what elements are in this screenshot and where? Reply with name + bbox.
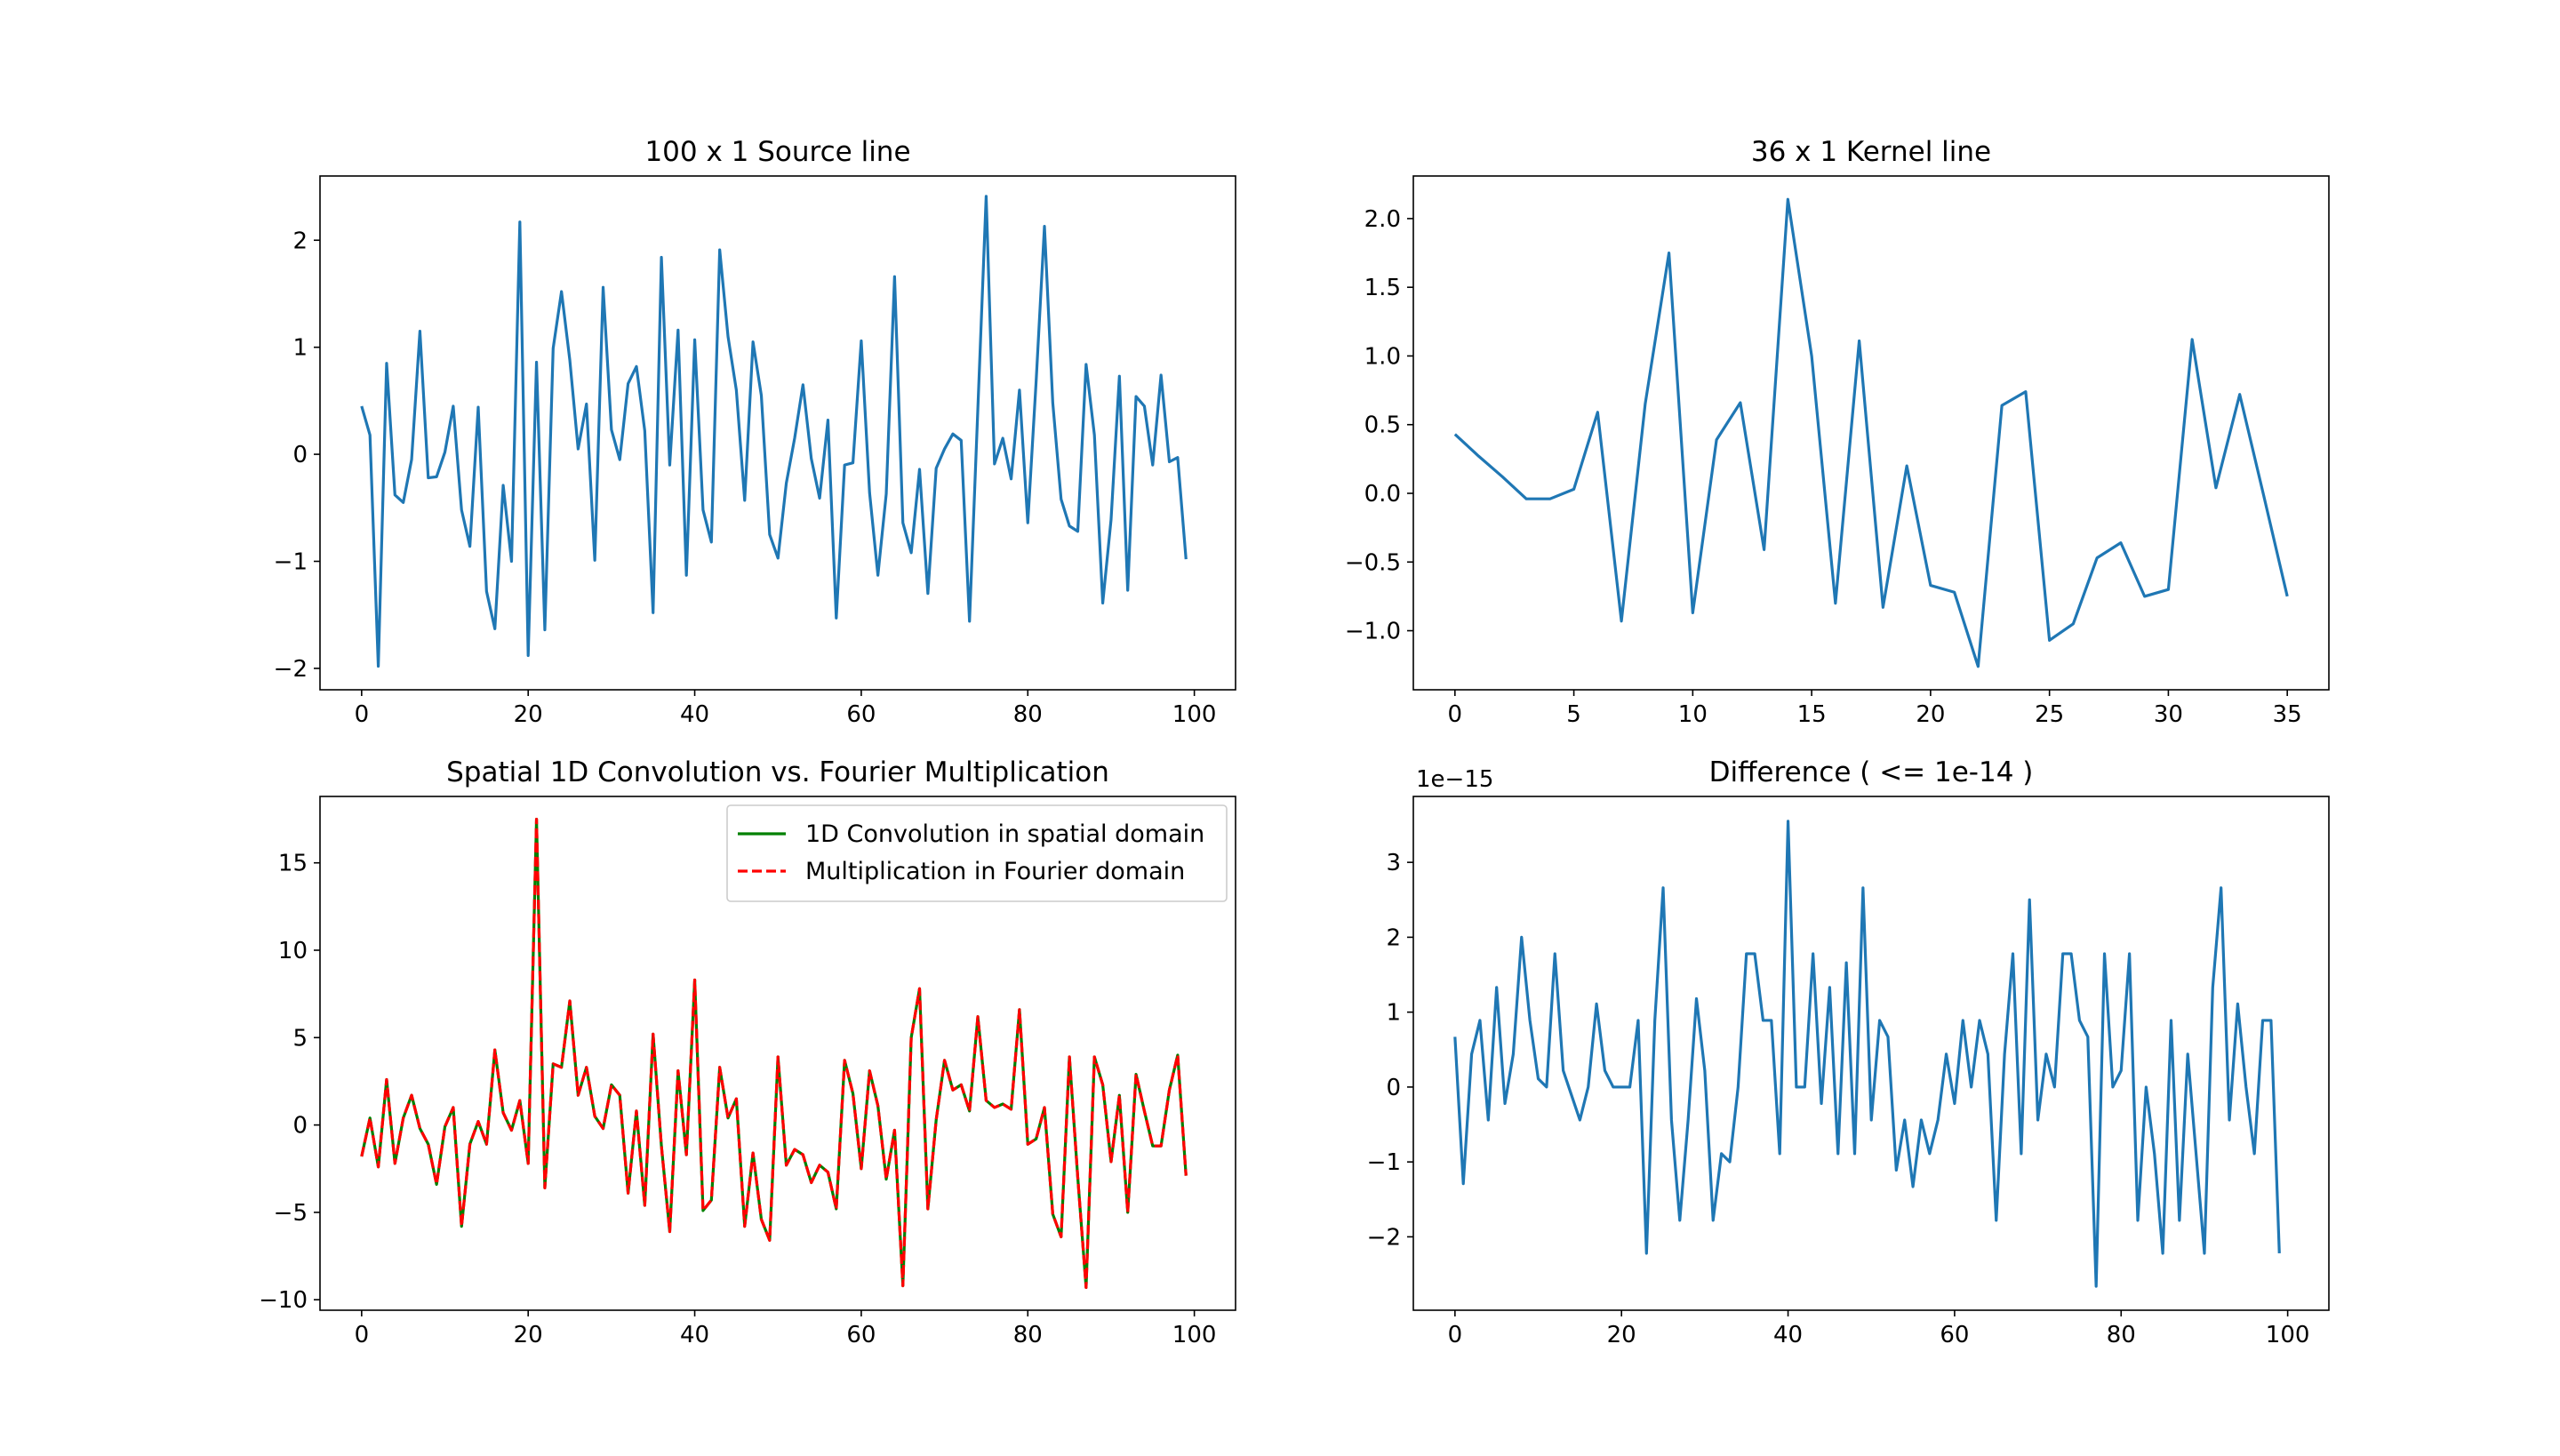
y-tick-label: 0.0	[1364, 481, 1401, 508]
y-tick-label: 0	[292, 442, 308, 468]
x-tick-label: 5	[1566, 701, 1581, 728]
x-tick-label: 35	[2273, 701, 2302, 728]
subplot-title: Spatial 1D Convolution vs. Fourier Multi…	[446, 756, 1109, 788]
x-tick-label: 100	[1172, 1322, 1217, 1348]
legend-box	[726, 804, 1228, 902]
x-tick-label: 20	[1607, 1322, 1636, 1348]
x-tick-label: 60	[846, 1322, 876, 1348]
y-tick-label: 10	[278, 938, 308, 964]
y-tick-label: −0.5	[1345, 549, 1401, 576]
y-axis-offset-text: 1e−15	[1416, 766, 1493, 793]
y-tick-label: 1.0	[1364, 343, 1401, 370]
y-tick-label: −1.0	[1345, 619, 1401, 645]
y-tick-label: 15	[278, 851, 308, 877]
subplot-title: 100 x 1 Source line	[644, 136, 910, 168]
x-tick-label: 100	[1172, 701, 1217, 728]
x-tick-label: 60	[1940, 1322, 1969, 1348]
x-tick-label: 40	[1773, 1322, 1803, 1348]
axes-frame	[1412, 175, 2330, 691]
x-tick-label: 15	[1797, 701, 1827, 728]
y-tick-label: 0.5	[1364, 412, 1401, 439]
x-tick-label: 80	[2107, 1322, 2136, 1348]
y-tick-label: 0	[1386, 1075, 1401, 1101]
axes-frame	[319, 796, 1236, 1311]
x-tick-label: 0	[355, 701, 370, 728]
x-tick-label: 40	[680, 1322, 709, 1348]
series-line-1	[360, 195, 1188, 668]
legend-label: Multiplication in Fourier domain	[805, 858, 1185, 885]
y-tick-label: −10	[259, 1287, 308, 1314]
x-tick-label: 25	[2035, 701, 2064, 728]
subplot-title: Difference ( <= 1e-14 )	[1709, 756, 2034, 788]
legend-label: 1D Convolution in spatial domain	[805, 820, 1204, 848]
subplot-source-line: 100 x 1 Source line 0 20 40 60 80 100 −2 −1 0 1 2	[274, 136, 1236, 728]
series-line-1	[1453, 820, 2281, 1288]
x-tick-label: 20	[514, 701, 543, 728]
subplot-difference: Difference ( <= 1e-14 ) 1e−15 0 20 40 60 80 1…	[1367, 756, 2330, 1348]
subplot-title: 36 x 1 Kernel line	[1751, 136, 1991, 168]
legend: 1D Convolution in spatial domain Multipli…	[726, 804, 1228, 902]
axes-frame	[319, 175, 1236, 691]
y-tick-label: −1	[274, 549, 308, 576]
x-tick-label: 100	[2266, 1322, 2310, 1348]
x-tick-label: 0	[1448, 701, 1463, 728]
x-tick-label: 0	[1448, 1322, 1463, 1348]
series-line-2	[360, 817, 1188, 1290]
y-tick-label: 3	[1386, 850, 1401, 876]
y-tick-label: 2	[1386, 924, 1401, 951]
y-tick-label: 2.0	[1364, 206, 1401, 233]
x-tick-label: 10	[1678, 701, 1708, 728]
y-tick-label: 1	[1386, 1000, 1401, 1027]
y-tick-label: −5	[274, 1200, 308, 1227]
subplot-kernel-line: 36 x 1 Kernel line 0 5 10 15 20 25 30 35 −1.0 −0.…	[1345, 136, 2330, 728]
x-tick-label: 20	[1916, 701, 1945, 728]
subplot-convolution-comparison: Spatial 1D Convolution vs. Fourier Multi…	[259, 756, 1236, 1348]
x-tick-label: 80	[1013, 701, 1043, 728]
x-tick-label: 60	[846, 701, 876, 728]
y-tick-label: −2	[1367, 1224, 1401, 1251]
y-tick-label: 1	[292, 335, 308, 362]
series-line-1	[1453, 197, 2289, 668]
x-tick-label: 20	[514, 1322, 543, 1348]
y-tick-label: −1	[1367, 1149, 1401, 1176]
y-tick-label: 5	[292, 1025, 308, 1052]
x-tick-label: 30	[2154, 701, 2183, 728]
x-tick-label: 0	[355, 1322, 370, 1348]
x-tick-label: 40	[680, 701, 709, 728]
axes-frame	[1412, 796, 2330, 1311]
y-tick-label: 1.5	[1364, 275, 1401, 301]
x-tick-label: 80	[1013, 1322, 1043, 1348]
y-tick-label: 0	[292, 1113, 308, 1140]
y-tick-label: −2	[274, 656, 308, 683]
y-tick-label: 2	[292, 228, 308, 254]
